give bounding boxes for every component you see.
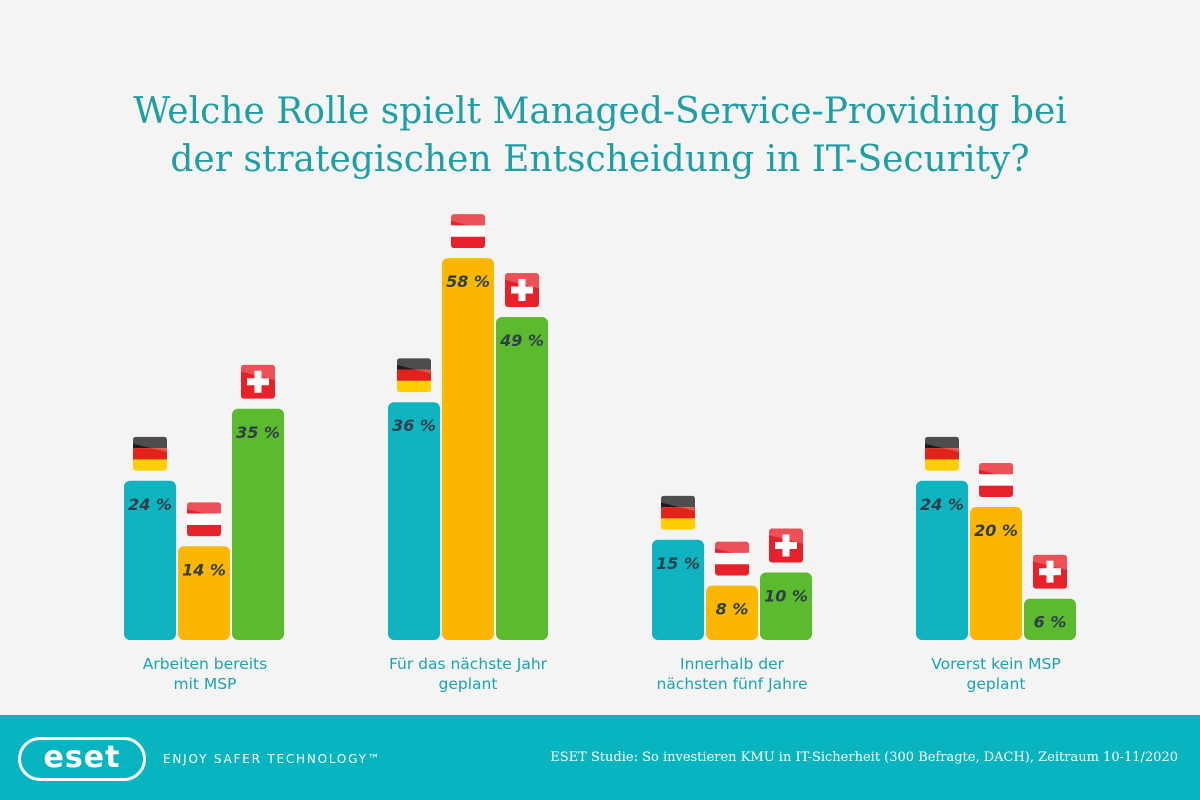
chart-title: Welche Rolle spielt Managed-Service-Prov… xyxy=(0,88,1200,184)
value-label-austria-0: 14 % xyxy=(182,560,226,579)
bar-switzerland-3 xyxy=(1024,598,1076,640)
germany-flag-icon-0 xyxy=(133,436,167,471)
category-label-2-line-2: nächsten fünf Jahre xyxy=(656,675,808,693)
category-label-2: Innerhalb der nächsten fünf Jahre xyxy=(632,654,832,694)
category-label-0-line-2: mit MSP xyxy=(173,675,237,693)
category-label-1-line-2: geplant xyxy=(438,675,498,693)
bar-switzerland-0 xyxy=(232,408,284,640)
chart-title-line-1: Welche Rolle spielt Managed-Service-Prov… xyxy=(133,91,1067,132)
bar-germany-2 xyxy=(652,539,704,640)
value-label-austria-1: 58 % xyxy=(446,272,490,291)
value-label-switzerland-2: 10 % xyxy=(764,587,808,606)
bar-chart: 24 % 36 % 15 % 24 % 14 % 58 % 8 % 20 % 35 % 49 % 1… xyxy=(124,214,1076,640)
category-label-1: Für das nächste Jahr geplant xyxy=(368,654,568,694)
category-label-0: Arbeiten bereits mit MSP xyxy=(105,654,305,694)
category-label-1-line-1: Für das nächste Jahr xyxy=(388,655,548,673)
austria-flag-icon-0 xyxy=(187,502,221,537)
value-label-austria-3: 20 % xyxy=(974,521,1018,540)
chart-title-line-2: der strategischen Entscheidung in IT-Sec… xyxy=(170,139,1030,180)
germany-flag-icon-1 xyxy=(397,358,431,393)
source-note: ESET Studie: So investieren KMU in IT-Si… xyxy=(550,750,1178,765)
germany-flag-icon-2 xyxy=(661,495,695,530)
footer-bar: eset ENJOY SAFER TECHNOLOGY™ ESET Studie… xyxy=(0,715,1200,800)
bar-austria-3 xyxy=(970,507,1022,640)
germany-flag-icon-3 xyxy=(925,436,959,471)
bar-austria-2 xyxy=(706,585,758,640)
austria-flag-icon-3 xyxy=(979,463,1013,497)
value-label-switzerland-0: 35 % xyxy=(236,423,280,442)
bar-germany-0 xyxy=(124,480,176,640)
austria-flag-icon-1 xyxy=(451,214,485,249)
bar-germany-1 xyxy=(388,402,440,640)
bar-switzerland-1 xyxy=(496,317,548,640)
switzerland-flag-icon-0 xyxy=(241,364,275,399)
tagline: ENJOY SAFER TECHNOLOGY™ xyxy=(163,752,382,766)
category-label-0-line-1: Arbeiten bereits xyxy=(142,655,268,673)
bar-austria-0 xyxy=(178,546,230,640)
switzerland-flag-icon-1 xyxy=(505,273,539,308)
category-label-3: Vorerst kein MSP geplant xyxy=(896,654,1096,694)
bar-germany-3 xyxy=(916,480,968,640)
category-label-3-line-2: geplant xyxy=(966,675,1026,693)
bar-switzerland-2 xyxy=(760,572,812,640)
value-label-germany-2: 15 % xyxy=(656,554,700,573)
switzerland-flag-icon-2 xyxy=(769,528,803,563)
category-label-2-line-1: Innerhalb der xyxy=(680,655,784,673)
value-label-austria-2: 8 % xyxy=(716,600,749,619)
value-label-switzerland-1: 49 % xyxy=(499,331,544,350)
category-label-3-line-1: Vorerst kein MSP xyxy=(931,655,1061,673)
bar-austria-1 xyxy=(442,258,494,640)
switzerland-flag-icon-3 xyxy=(1033,554,1067,589)
austria-flag-icon-2 xyxy=(715,541,749,576)
value-label-germany-3: 24 % xyxy=(920,495,964,514)
value-label-germany-1: 36 % xyxy=(392,416,436,435)
value-label-germany-0: 24 % xyxy=(128,495,172,514)
value-label-switzerland-3: 6 % xyxy=(1034,613,1067,632)
eset-logo[interactable]: eset xyxy=(18,737,146,781)
